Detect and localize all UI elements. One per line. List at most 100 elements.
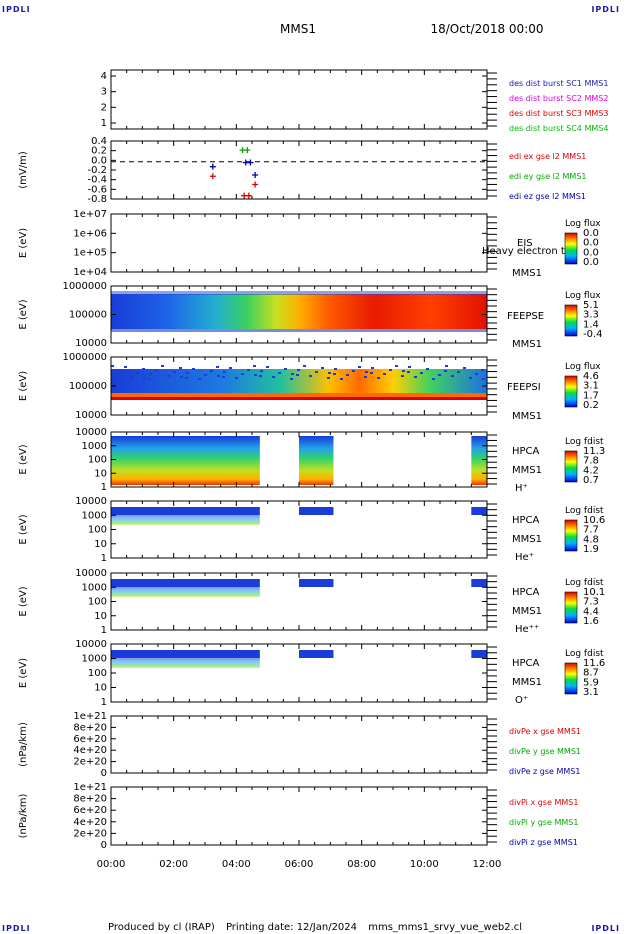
footer-printing: Printing date: 12/Jan/2024 — [226, 922, 357, 933]
feepsi-speckle — [124, 366, 127, 368]
feepsi-speckle — [179, 367, 182, 369]
colorbar-tick: -0.4 — [583, 329, 603, 340]
y-tick-label: 100 — [88, 668, 107, 679]
y-axis-label: (mV/m) — [18, 151, 29, 189]
hpca-sparse-band — [111, 587, 260, 597]
feepsi-speckle — [395, 365, 398, 367]
feepsi-speckle — [254, 374, 257, 376]
feepsi-speckle — [260, 370, 263, 372]
colorbar-tick: 3.1 — [583, 687, 599, 698]
feepsi-speckle — [402, 370, 405, 372]
feepsi-speckle — [426, 368, 429, 370]
feepsi-speckle — [180, 376, 183, 378]
spacecraft-label: MMS1 — [512, 534, 542, 545]
feepsi-speckle — [130, 376, 133, 378]
feepsi-speckle — [222, 376, 225, 378]
feepsi-speckle — [346, 374, 349, 376]
feepsi-speckle — [278, 372, 281, 374]
feepsi-band-orange — [111, 393, 487, 397]
legend-entry: edi ex gse l2 MMS1 — [509, 152, 586, 161]
feepsi-speckle — [235, 377, 238, 379]
colorbar-tick: 4.8 — [583, 534, 599, 545]
y-tick-label: 1e+06 — [73, 228, 107, 239]
feepsi-speckle — [432, 378, 435, 380]
feepsi-speckle — [112, 374, 115, 376]
y-tick-label: 10000 — [75, 639, 107, 650]
corner-mark-bl: IPDLI — [2, 924, 31, 933]
y-tick-label: 100000 — [69, 310, 107, 321]
feepsi-speckle — [383, 373, 386, 375]
colorbar-tick: 10.6 — [583, 515, 605, 526]
feepsi-speckle — [407, 371, 410, 373]
legend-entry: des dist burst SC4 MMS4 — [509, 124, 608, 133]
feepsi-speckle — [444, 370, 447, 372]
x-tick-label: 06:00 — [285, 859, 314, 870]
plot-title: MMS1 — [280, 22, 316, 36]
y-tick-label: 10000 — [75, 496, 107, 507]
feepsi-speckle — [217, 375, 220, 377]
colorbar-title: Log fdist — [565, 437, 604, 447]
y-tick-label: 1000 — [82, 582, 107, 593]
data-point — [209, 163, 216, 170]
feepsi-speckle — [371, 367, 374, 369]
feepsi-speckle — [365, 371, 368, 373]
data-point — [247, 159, 254, 166]
y-tick-label: 1e+05 — [73, 248, 107, 259]
y-tick-label: 10000 — [75, 568, 107, 579]
y-tick-label: 4 — [101, 71, 107, 82]
y-tick-label: 1e+21 — [73, 782, 107, 793]
feepsi-speckle — [259, 375, 262, 377]
instrument-label: HPCA — [512, 515, 540, 526]
panel-frame — [110, 69, 488, 130]
footer-credit: Produced by cl (IRAP) — [108, 922, 215, 933]
y-tick-label: 3 — [101, 87, 107, 98]
hpca-top-band — [111, 650, 260, 658]
legend-entry: edi ey gse l2 MMS1 — [509, 172, 587, 181]
y-tick-label: 1e+07 — [73, 209, 107, 220]
hpca-top-band — [299, 507, 334, 515]
y-tick-label: 1e+21 — [73, 711, 107, 722]
corner-mark-br: IPDLI — [591, 924, 620, 933]
y-tick-label: 1 — [101, 118, 107, 129]
feepsi-speckle — [482, 378, 485, 380]
y-tick-label: 100000 — [69, 381, 107, 392]
feepsi-speckle — [370, 372, 373, 374]
y-tick-label: -0.8 — [87, 194, 107, 205]
panel-frame — [110, 213, 488, 273]
colorbar-tick: 0.7 — [583, 475, 599, 486]
y-tick-label: 10 — [94, 468, 107, 479]
y-tick-label: 1 — [101, 625, 107, 636]
feepsi-speckle — [111, 365, 114, 367]
y-tick-label: 1000 — [82, 510, 107, 521]
y-tick-label: 6e+20 — [73, 734, 107, 745]
y-axis-label: (nPa/km) — [18, 722, 29, 767]
colorbar-tick: 3.1 — [583, 381, 599, 392]
data-point — [252, 171, 259, 178]
feepsi-speckle — [420, 372, 423, 374]
colorbar-tick: 0.0 — [583, 257, 599, 268]
colorbar-tick: 1.4 — [583, 319, 599, 330]
feepsi-speckle — [161, 365, 164, 367]
y-tick-label: 10 — [94, 539, 107, 550]
feepsi-speckle — [377, 377, 380, 379]
y-tick-label: 10000 — [75, 410, 107, 421]
colorbar-tick: 1.9 — [583, 544, 599, 555]
y-tick-label: 0.2 — [91, 146, 107, 157]
hpca-top-band — [111, 507, 260, 515]
feepsi-speckle — [266, 366, 269, 368]
hpca-sparse-band — [111, 515, 260, 525]
feepsi-speckle — [291, 373, 294, 375]
y-tick-label: 0 — [101, 840, 107, 851]
x-tick-label: 00:00 — [97, 859, 126, 870]
feepsi-speckle — [389, 369, 392, 371]
feepsi-speckle — [475, 373, 478, 375]
colorbar-tick: 5.1 — [583, 300, 599, 311]
instrument-label: HPCA — [512, 658, 540, 669]
feepsi-speckle — [438, 374, 441, 376]
feepsi-speckle — [333, 373, 336, 375]
feepsi-band-red — [111, 397, 487, 400]
hpca-h-spectrogram — [111, 436, 260, 485]
feepsi-speckle — [340, 378, 343, 380]
species-label: H⁺ — [515, 483, 528, 494]
colorbar-tick: 0.0 — [583, 247, 599, 258]
